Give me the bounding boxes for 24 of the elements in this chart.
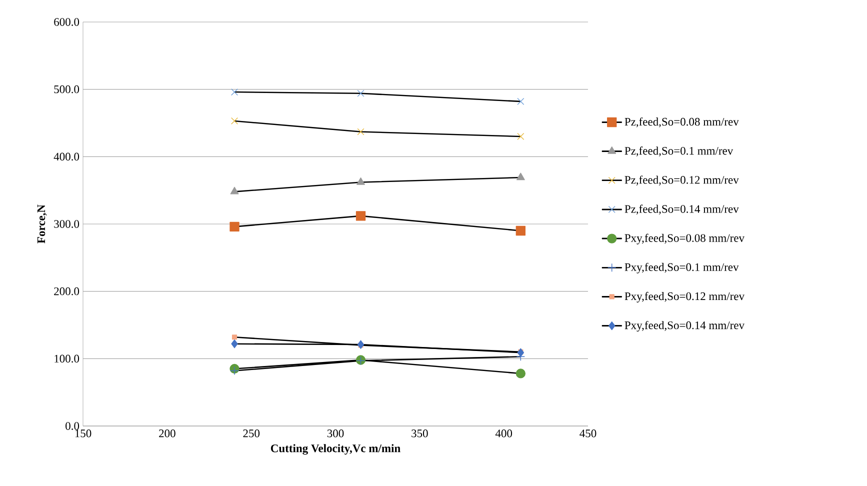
legend-label: Pxy,feed,So=0.1 mm/rev [624, 262, 739, 274]
x-axis-title: Cutting Velocity,Vc m/min [270, 444, 400, 455]
y-tick-label: 200.0 [54, 287, 80, 296]
legend-label: Pxy,feed,So=0.12 mm/rev [624, 292, 745, 302]
x-tick-label: 400 [495, 430, 512, 438]
x-tick-label: 450 [580, 430, 596, 438]
y-tick-label: 0.0 [66, 422, 80, 430]
legend-label: Pz,feed,So=0.08 mm/rev [624, 117, 739, 128]
y-tick-label: 100.0 [54, 354, 80, 363]
x-tick-label: 350 [412, 430, 428, 438]
x-tick-label: 150 [75, 430, 92, 438]
legend-label: Pxy,feed,So=0.14 mm/rev [624, 320, 745, 332]
legend-label: Pz,feed,So=0.14 mm/rev [624, 204, 739, 215]
x-tick-label: 250 [243, 430, 260, 438]
legend-label: Pxy,feed,So=0.08 mm/rev [624, 234, 745, 244]
x-tick-label: 200 [159, 430, 176, 438]
x-tick-label: 300 [327, 430, 344, 438]
y-tick-label: 600.0 [54, 18, 80, 26]
y-tick-label: 500.0 [54, 85, 80, 94]
y-axis-title: Force,N [37, 204, 47, 244]
y-tick-label: 400.0 [54, 152, 80, 161]
legend-label: Pz,feed,So=0.12 mm/rev [624, 176, 739, 186]
y-tick-label: 300.0 [54, 220, 80, 228]
legend-label: Pz,feed,So=0.1 mm/rev [624, 146, 734, 156]
